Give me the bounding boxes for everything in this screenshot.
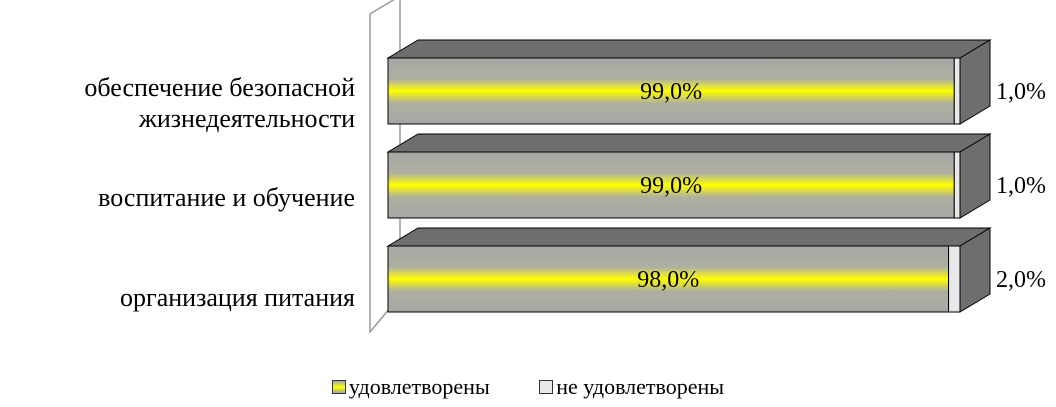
legend-item-satisfied: удовлетворены [331, 374, 490, 400]
value-label-satisfied-0: 99,0% [640, 79, 702, 105]
category-label-0-line1: обеспечение безопасной [84, 73, 355, 102]
bar-satisfied-0 [387, 57, 955, 125]
value-label-not-satisfied-2: 2,0% [996, 267, 1046, 293]
legend-label-satisfied: удовлетворены [348, 374, 490, 399]
bar-satisfied-1 [387, 151, 955, 219]
category-label-2-line1: организация питания [120, 283, 355, 312]
bar-not-satisfied-2 [948, 245, 961, 313]
category-label-0-line2: жизнедеятельности [138, 104, 355, 133]
bar-top-face-2 [386, 227, 992, 247]
value-label-not-satisfied-1: 1,0% [996, 173, 1046, 199]
legend: удовлетворены не удовлетворены [0, 374, 1056, 400]
bar-end-face-1 [959, 133, 991, 219]
bar-satisfied-2 [387, 245, 950, 313]
bar-top-face-1 [386, 133, 992, 153]
value-label-satisfied-2: 98,0% [637, 267, 699, 293]
category-label-2: организация питания [0, 282, 355, 313]
value-label-satisfied-1: 99,0% [640, 173, 702, 199]
legend-swatch-not-satisfied [539, 380, 554, 394]
value-label-not-satisfied-0: 1,0% [996, 79, 1046, 105]
bar-top-face-0 [386, 39, 992, 59]
category-label-0: обеспечение безопасной жизнедеятельности [0, 72, 355, 134]
bar-not-satisfied-0 [953, 57, 961, 125]
bar-end-face-2 [959, 227, 991, 313]
legend-item-not-satisfied: не удовлетворены [539, 374, 724, 400]
bar-not-satisfied-1 [953, 151, 961, 219]
bar-end-face-0 [959, 39, 991, 125]
category-label-1-line1: воспитание и обучение [98, 183, 355, 212]
legend-swatch-satisfied [331, 380, 346, 394]
category-label-1: воспитание и обучение [0, 182, 355, 213]
legend-label-not-satisfied: не удовлетворены [556, 374, 725, 399]
